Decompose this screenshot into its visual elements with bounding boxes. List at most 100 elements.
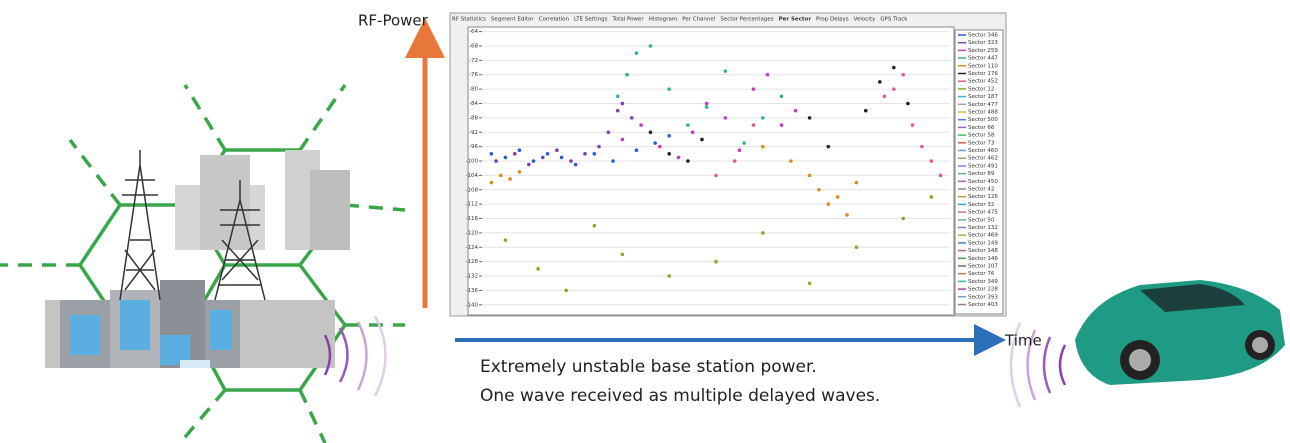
point	[826, 202, 831, 206]
legend-label: Sector 107	[968, 264, 998, 270]
point	[592, 152, 597, 156]
legend-label: Sector 76	[968, 271, 995, 277]
legend-label: Sector 50	[968, 217, 995, 223]
point	[723, 69, 728, 73]
point	[704, 101, 709, 106]
point	[527, 162, 531, 167]
point	[732, 159, 737, 163]
point	[807, 116, 812, 120]
tab[interactable]: RF Statistics	[452, 17, 486, 23]
point	[564, 288, 569, 293]
tab[interactable]: Total Power	[611, 17, 644, 23]
point	[639, 123, 643, 127]
point	[503, 155, 508, 160]
point	[489, 152, 494, 156]
point	[686, 159, 690, 163]
point	[765, 72, 770, 77]
point	[667, 134, 671, 138]
point	[648, 130, 653, 135]
towers	[119, 150, 266, 301]
legend-label: Sector 146	[968, 256, 998, 262]
caption: Extremely unstable base station power.	[480, 357, 817, 377]
x-arrow-label: Time	[1004, 332, 1042, 350]
point	[676, 155, 681, 160]
point	[761, 116, 765, 120]
point	[854, 245, 859, 250]
y-arrow-label: RF-Power	[358, 12, 429, 30]
point	[597, 144, 601, 149]
y-tick-label: -112	[466, 202, 478, 208]
y-tick-label: -88	[469, 115, 478, 121]
point	[929, 159, 934, 163]
point	[658, 144, 662, 149]
point	[648, 44, 653, 48]
legend-label: Sector 148	[968, 248, 998, 254]
tab[interactable]: Velocity	[854, 17, 876, 23]
legend-label: Sector 32	[968, 202, 994, 208]
tab[interactable]: Prop Delays	[816, 17, 849, 23]
y-tick-label: -100	[466, 159, 479, 165]
legend-label: Sector 176	[968, 71, 998, 77]
buildings	[45, 150, 350, 368]
y-tick-label: -96	[469, 144, 478, 150]
legend-label: Sector 73	[968, 140, 995, 146]
tab[interactable]: Per Sector	[779, 17, 812, 23]
tab[interactable]: Segment Editor	[491, 17, 535, 23]
y-tick-label: -104	[466, 173, 479, 179]
point	[634, 148, 639, 153]
point	[779, 123, 784, 127]
point	[789, 159, 793, 163]
point	[882, 94, 887, 99]
tab[interactable]: GPS Track	[880, 17, 908, 23]
legend-label: Sector 228	[968, 287, 998, 293]
legend-label: Sector 477	[968, 102, 998, 108]
legend-label: Sector 500	[968, 117, 998, 123]
point	[793, 108, 798, 113]
point	[779, 94, 784, 99]
waves-right	[1009, 322, 1067, 408]
point	[878, 80, 882, 84]
point	[817, 187, 821, 192]
point	[569, 159, 573, 163]
point	[737, 148, 742, 153]
legend-label: Sector 393	[968, 294, 998, 300]
tab[interactable]: Histogram	[649, 17, 678, 23]
legend-label: Sector 469	[968, 233, 998, 239]
legend-label: Sector 403	[968, 302, 998, 308]
legend-label: Sector 447	[968, 56, 998, 62]
tab[interactable]: LTE Settings	[574, 17, 608, 23]
point	[807, 281, 812, 286]
tab[interactable]: Sector Percentages	[720, 17, 773, 23]
legend-label: Sector 66	[968, 125, 995, 131]
point	[615, 94, 620, 99]
legend-label: Sector 323	[968, 40, 998, 46]
point	[667, 274, 671, 278]
point	[892, 65, 896, 70]
point	[714, 259, 718, 264]
point	[541, 155, 545, 160]
point	[938, 173, 943, 178]
point	[498, 173, 503, 178]
tab[interactable]: Correlation	[539, 17, 570, 23]
point	[714, 173, 718, 178]
point	[892, 87, 896, 91]
legend-label: Sector 475	[968, 210, 998, 216]
legend-label: Sector 132	[968, 225, 998, 231]
point	[573, 162, 578, 167]
legend-label: Sector 450	[968, 179, 998, 185]
legend-label: Sector 187	[968, 94, 998, 100]
y-tick-label: -120	[466, 230, 479, 236]
tab-bar: RF Statistics Segment Editor Correlation LT…	[452, 17, 908, 23]
legend-label: Sector 462	[968, 156, 998, 162]
point	[835, 195, 840, 199]
y-tick-label: -140	[466, 302, 479, 308]
y-tick-label: -72	[469, 58, 478, 64]
point	[615, 108, 620, 113]
point	[826, 144, 831, 149]
point	[667, 87, 671, 91]
tab[interactable]: Per Channel	[682, 17, 716, 23]
point	[854, 180, 859, 185]
point	[751, 87, 756, 91]
plot-area	[467, 26, 955, 316]
